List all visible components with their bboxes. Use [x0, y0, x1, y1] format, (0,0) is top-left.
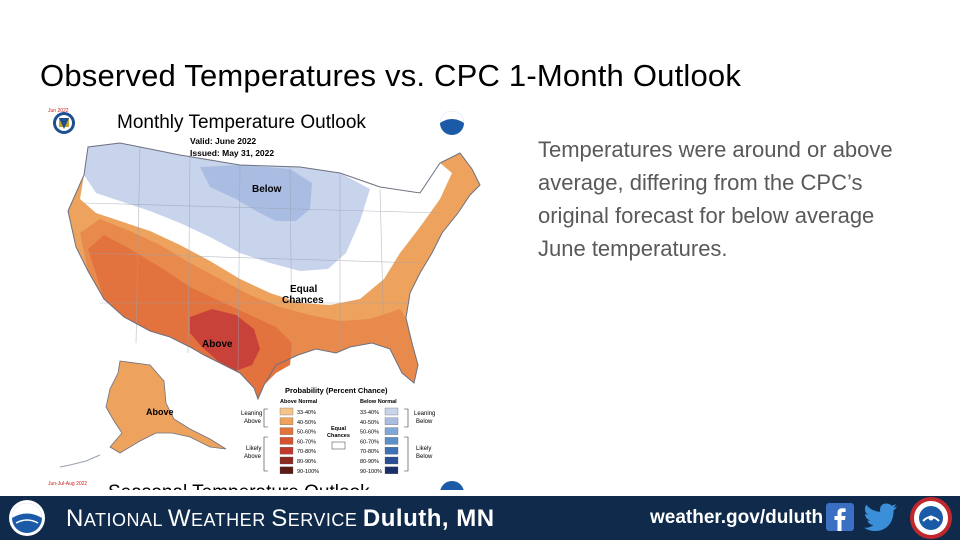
below-bin-label-1: 40-50%: [360, 420, 379, 426]
noaa-logo-icon-2: [440, 481, 464, 490]
above-bin-label-4: 70-80%: [297, 449, 316, 455]
valid-label: Valid: June 2022: [190, 136, 256, 146]
slide-body-text: Temperatures were around or above averag…: [538, 137, 893, 261]
nws-ervice: ERVICE: [287, 510, 363, 530]
footer-title: NATIONAL WEATHER SERVICE Duluth, MN: [66, 505, 495, 533]
small-date-label: Jun 2022: [48, 108, 69, 114]
alaska-area: [105, 360, 227, 454]
above-swatch-4: [279, 447, 294, 455]
below-swatch-3: [384, 437, 399, 445]
nws-ational: ATIONAL: [83, 510, 168, 530]
above-bin-label-5: 80-90%: [297, 459, 316, 465]
legend-leaning-below-1: Leaning: [414, 411, 435, 417]
legend-likely-above-1: Likely: [246, 446, 261, 452]
bottom-date-label: Jun-Jul-Aug 2022: [48, 481, 87, 487]
below-swatch-6: [384, 466, 399, 474]
below-50-area: [200, 165, 312, 221]
map-title: Monthly Temperature Outlook: [117, 112, 366, 133]
above-bin-label-1: 40-50%: [297, 420, 316, 426]
legend-leaning-below-2: Below: [416, 419, 433, 425]
noaa-logo-icon: NOAA: [440, 111, 464, 135]
below-bin-label-4: 70-80%: [360, 449, 379, 455]
twitter-icon[interactable]: [864, 503, 898, 531]
above-60-70-area: [190, 309, 260, 371]
noaa-logo-icon: [9, 500, 45, 536]
legend-leaning-above-1: Leaning: [241, 411, 262, 417]
below-bin-label-0: 33-40%: [360, 410, 379, 416]
legend-above-swatches: 33-40% 40-50% 50-60% 60-70% 70-80% 80-90% 90-1…: [279, 407, 319, 475]
below-swatch-5: [384, 456, 399, 465]
outlook-map-panel: Jun 2022 NOAA Monthly Temperature Outloo…: [40, 103, 490, 490]
above-swatch-5: [279, 456, 294, 465]
below-bin-label-2: 50-60%: [360, 430, 379, 436]
below-bin-label-3: 60-70%: [360, 439, 379, 445]
equal-region-label: Equal: [290, 284, 317, 295]
legend-below-swatches: 33-40% 40-50% 50-60% 60-70% 70-80% 80-90% 90-1…: [360, 407, 399, 475]
above-swatch-1: [279, 417, 294, 425]
above-swatch-6: [279, 466, 294, 474]
above-40-50-area: [80, 219, 418, 399]
nws-letter-s: S: [271, 505, 288, 532]
nws-eather: EATHER: [191, 510, 272, 530]
legend-below-header: Below Normal: [360, 399, 397, 405]
legend-leaning-above-2: Above: [244, 419, 262, 425]
below-swatch-1: [384, 417, 399, 425]
above-swatch-2: [279, 427, 294, 435]
above-swatch-0: [279, 407, 294, 416]
weather-ready-nation-icon: [910, 497, 952, 539]
legend-likely-above-2: Above: [244, 454, 262, 460]
nws-letter-n: N: [66, 505, 84, 532]
footer-bar: NATIONAL WEATHER SERVICE Duluth, MN weat…: [0, 496, 960, 540]
below-region-label: Below: [252, 184, 282, 195]
below-swatch-0: [384, 407, 399, 416]
above-bin-label-3: 60-70%: [297, 439, 316, 445]
above-bin-label-0: 33-40%: [297, 410, 316, 416]
outlook-map: Jun 2022 NOAA Monthly Temperature Outloo…: [48, 108, 481, 490]
below-swatch-4: [384, 447, 399, 455]
doc-seal-icon: [53, 112, 75, 134]
above-bin-label-2: 50-60%: [297, 430, 316, 436]
legend-likely-below-2: Below: [416, 454, 433, 460]
below-swatch-2: [384, 427, 399, 435]
above-bin-label-6: 90-100%: [297, 469, 319, 475]
alaska-above-label: Above: [146, 407, 174, 417]
above-swatch-3: [279, 437, 294, 445]
below-bin-label-5: 80-90%: [360, 459, 379, 465]
slide-title: Observed Temperatures vs. CPC 1-Month Ou…: [40, 58, 742, 93]
below-bin-label-6: 90-100%: [360, 469, 382, 475]
legend-equal-2: Chances: [327, 433, 350, 439]
seasonal-title-cut: Seasonal Temperature Outlook: [108, 482, 370, 490]
office-name: Duluth, MN: [362, 505, 495, 532]
chances-region-label: Chances: [282, 295, 324, 306]
footer-url[interactable]: weather.gov/duluth: [650, 507, 824, 528]
legend-likely-below-1: Likely: [416, 446, 431, 452]
above-region-label: Above: [202, 339, 233, 350]
legend-title: Probability (Percent Chance): [285, 386, 388, 395]
issued-label: Issued: May 31, 2022: [190, 148, 274, 158]
legend-above-header: Above Normal: [280, 399, 318, 405]
facebook-icon[interactable]: [826, 503, 854, 531]
svg-text:NOAA: NOAA: [446, 118, 458, 123]
nws-letter-w: W: [167, 505, 192, 532]
legend-equal-1: Equal: [331, 426, 346, 432]
legend-equal-swatch: [331, 441, 346, 450]
